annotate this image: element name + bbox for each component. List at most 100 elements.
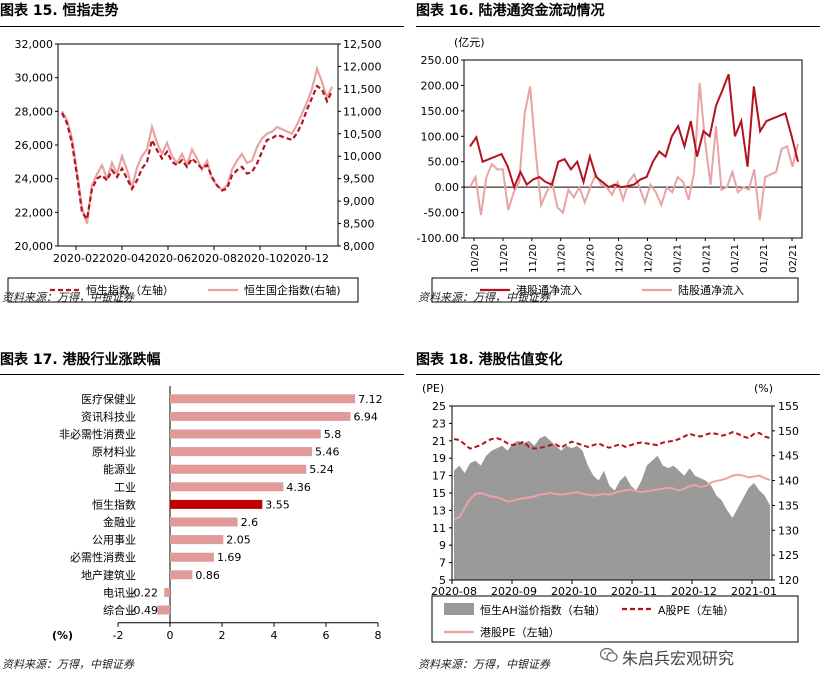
x-tick-label: 01/21 — [759, 244, 770, 273]
value-label: 5.8 — [324, 428, 342, 441]
title-rule — [0, 374, 404, 375]
y-right-tick-label: 9,500 — [343, 173, 375, 186]
x-tick-label: 11/20 — [528, 244, 539, 273]
y-left-tick-label: 17 — [432, 470, 446, 483]
value-label: -0.22 — [130, 586, 158, 599]
category-label: 能源业 — [103, 462, 136, 476]
value-label: 5.24 — [309, 463, 334, 476]
chart-title: 图表 16. 陆港通资金流动情况 — [416, 3, 605, 19]
hsi-chart: 20,000 22,000 24,000 26,000 28,000 30,000 32,0… — [7, 38, 382, 303]
a-share-pe-line — [453, 431, 771, 450]
valuation-chart: (PE) (%) 5 7 9 11 13 15 17 19 21 23 25 120 125 130 135 14… — [422, 382, 799, 643]
x-tick-label: 2020-11 — [611, 585, 657, 598]
x-tick-label: 11/20 — [499, 244, 510, 273]
y-left-tick-label: 22,000 — [15, 206, 54, 219]
y-right-tick-label: 145 — [778, 450, 799, 463]
legend-label: 港股PE（左轴） — [480, 625, 560, 639]
category-label: 金融业 — [103, 515, 136, 529]
category-label: 电讯业 — [103, 586, 136, 599]
watermark-text: 朱启兵宏观研究 — [622, 649, 735, 668]
x-tick-label: 2020-06 — [145, 252, 191, 265]
category-label: 医疗保健业 — [81, 392, 136, 406]
x-tick-label: 12/20 — [643, 244, 654, 273]
panel-connect-flows: 图表 16. 陆港通资金流动情况 (亿元) -100.00 -50.00 0.00 50… — [416, 0, 825, 330]
y-right-tick-label: 135 — [778, 499, 799, 512]
legend-box — [431, 595, 799, 643]
source-note: 资料来源：万得，中银证券 — [418, 658, 550, 671]
category-label: 资讯科技业 — [81, 409, 136, 423]
y-right-tick-label: 12,000 — [343, 60, 382, 73]
x-tick-label: 2020-12 — [671, 585, 717, 598]
y-right-tick-label: 12,500 — [343, 38, 382, 51]
title-rule — [416, 374, 820, 375]
y-right-tick-label: 8,500 — [343, 218, 375, 231]
x-tick-label: 2021-01 — [731, 585, 777, 598]
y-tick-label: -100.00 — [417, 232, 459, 245]
value-label: 6.94 — [353, 410, 378, 423]
hk-pe-line — [453, 473, 771, 521]
x-tick-label: 2020-09 — [491, 585, 537, 598]
legend-label: 陆股通净流入 — [678, 283, 744, 297]
bar — [164, 587, 170, 597]
y-right-tick-label: 150 — [778, 425, 799, 438]
x-unit-label: (%) — [52, 629, 73, 642]
value-label: 0.86 — [195, 569, 220, 582]
x-tick-label: 4 — [271, 629, 278, 642]
x-tick-label: 11/20 — [557, 244, 568, 273]
category-label: 原材料业 — [92, 445, 136, 459]
ah-premium-area — [454, 435, 770, 580]
value-label: 3.55 — [265, 498, 290, 511]
x-tick-label: 2020-02 — [53, 252, 99, 265]
southbound-line — [469, 73, 799, 191]
category-label: 工业 — [114, 481, 136, 494]
x-tick-label: 2 — [219, 629, 226, 642]
y-right-tick-label: 155 — [778, 400, 799, 413]
legend-label: 恒生指数（左轴） — [86, 283, 174, 297]
value-label: 4.36 — [286, 481, 311, 494]
legend-label: 恒生国企指数(右轴) — [244, 283, 341, 297]
plot-frame — [57, 43, 339, 247]
bar — [170, 517, 238, 527]
source-note: 资料来源：万得，中银证券 — [2, 658, 134, 671]
panel-hsi-trend: 图表 15. 恒指走势 20,000 22,000 24,000 26,000 28,0… — [0, 0, 405, 330]
bar — [170, 394, 356, 404]
y-tick-label: 250.00 — [421, 54, 460, 67]
x-tick-label: 2020-04 — [99, 252, 145, 265]
value-label: 2.05 — [226, 534, 251, 547]
y-left-tick-label: 11 — [432, 522, 446, 535]
y-right-tick-label: 120 — [778, 574, 799, 587]
wechat-icon — [600, 647, 618, 662]
x-tick-label: 01/21 — [730, 244, 741, 273]
y-right-tick-label: 140 — [778, 475, 799, 488]
x-tick-label: 12/20 — [586, 244, 597, 273]
bar — [170, 411, 351, 421]
hscei-line — [61, 64, 334, 224]
bar — [170, 482, 284, 492]
x-tick-label: 12/20 — [615, 244, 626, 273]
x-tick-label: 02/21 — [788, 244, 799, 273]
panel-sector-returns: 图表 17. 港股行业涨跌幅 医疗保健业 7.12 资讯科技业 6.94 非必需性消费业… — [0, 349, 405, 689]
y-left-tick-label: 25 — [432, 400, 446, 413]
legend-label: 港股通净流入 — [516, 283, 582, 297]
bar — [170, 499, 263, 509]
y-left-tick-label: 24,000 — [15, 173, 54, 186]
y-right-tick-label: 8,000 — [343, 240, 375, 253]
y-right-tick-label: 11,500 — [343, 83, 382, 96]
y-right-tick-label: 11,000 — [343, 105, 382, 118]
bar — [170, 429, 321, 439]
y-right-tick-label: 10,000 — [343, 150, 382, 163]
x-tick-label: 6 — [323, 629, 330, 642]
plot-frame — [463, 59, 803, 239]
bar — [170, 570, 193, 580]
northbound-line — [469, 82, 799, 221]
y-left-tick-label: 30,000 — [15, 72, 54, 85]
y-left-tick-label: 32,000 — [15, 38, 54, 51]
y-right-tick-label: 9,000 — [343, 195, 375, 208]
x-tick-label: 2020-10 — [237, 252, 283, 265]
chart-title: 图表 17. 港股行业涨跌幅 — [0, 352, 161, 368]
value-label: -0.49 — [130, 604, 158, 617]
x-tick-label: 01/21 — [701, 244, 712, 273]
hsi-line — [61, 84, 333, 222]
category-label: 综合业 — [103, 603, 136, 617]
source-note: 资料来源：万得，中银证券 — [2, 291, 134, 304]
